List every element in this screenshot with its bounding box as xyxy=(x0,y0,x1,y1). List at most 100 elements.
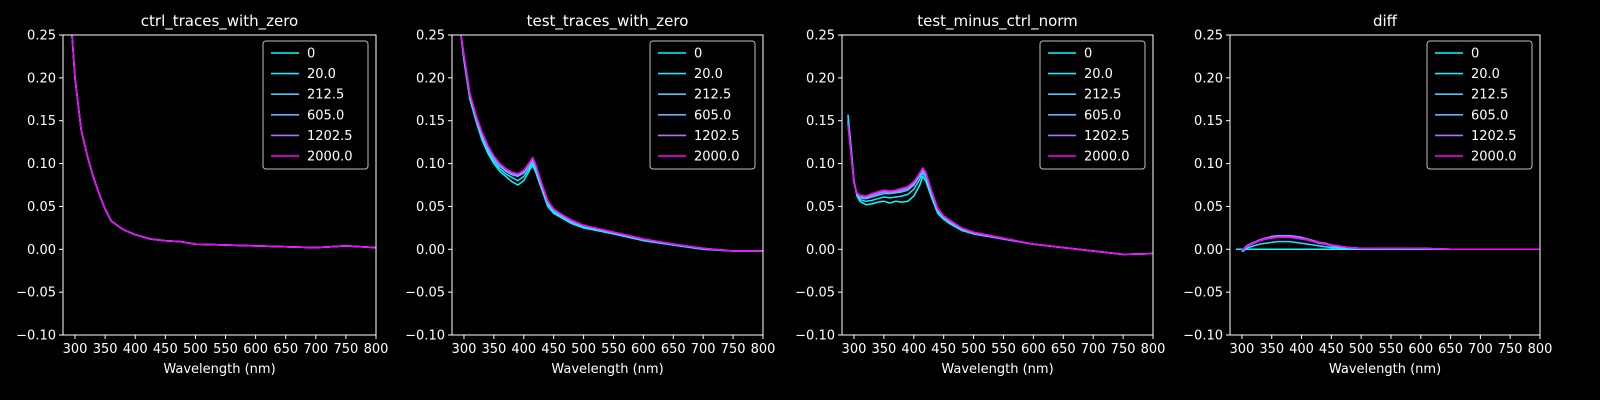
series-group xyxy=(847,114,1153,256)
chart-title: test_minus_ctrl_norm xyxy=(917,12,1078,31)
y-tick-label: 0.00 xyxy=(416,243,445,258)
legend-entry: 2000.0 xyxy=(694,150,740,165)
y-tick-label: 0.10 xyxy=(1194,157,1223,172)
x-tick-label: 600 xyxy=(631,342,656,357)
x-tick-label: 650 xyxy=(661,342,686,357)
y-tick-label: 0.00 xyxy=(27,243,56,258)
x-tick-label: 500 xyxy=(1349,342,1374,357)
y-tick-label: 0.15 xyxy=(416,114,445,129)
y-tick-label: 0.20 xyxy=(1194,71,1223,86)
y-tick-label: −0.05 xyxy=(405,286,445,301)
legend-entry: 212.5 xyxy=(1084,88,1121,103)
x-tick-label: 650 xyxy=(1438,342,1463,357)
x-axis-label: Wavelength (nm) xyxy=(941,362,1053,377)
y-tick-label: −0.05 xyxy=(1183,286,1223,301)
legend-entry: 2000.0 xyxy=(307,150,353,165)
series-line-2000.0 xyxy=(460,35,763,252)
x-tick-label: 600 xyxy=(1408,342,1433,357)
x-tick-label: 400 xyxy=(1289,342,1314,357)
x-tick-label: 550 xyxy=(213,342,238,357)
legend-entry: 605.0 xyxy=(1084,108,1121,123)
legend: 0 20.0 212.5 605.0 1202.5 2000.0 xyxy=(1039,40,1146,170)
series-line-2000.0 xyxy=(847,124,1153,256)
legend: 0 20.0 212.5 605.0 1202.5 2000.0 xyxy=(262,40,369,170)
legend-entry: 605.0 xyxy=(1471,108,1508,123)
axes-frame xyxy=(62,34,377,336)
x-tick-label: 550 xyxy=(1379,342,1404,357)
chart-panel-4: diff 300 350 400 450 500 550 600 650 700 750 800 −0.… xyxy=(1183,12,1552,377)
series-line-0 xyxy=(460,35,763,252)
legend-entry: 605.0 xyxy=(307,108,344,123)
x-tick-label: 400 xyxy=(511,342,536,357)
series-line-2000.0 xyxy=(1241,236,1540,251)
x-tick-label: 300 xyxy=(63,342,88,357)
series-group xyxy=(71,35,376,249)
y-tick-label: −0.05 xyxy=(795,286,835,301)
x-tick-label: 750 xyxy=(333,342,358,357)
x-tick-label: 800 xyxy=(1528,342,1553,357)
x-tick-label: 350 xyxy=(93,342,118,357)
legend-entry: 212.5 xyxy=(694,88,731,103)
x-tick-label: 350 xyxy=(1259,342,1284,357)
legend-entry: 20.0 xyxy=(1471,67,1500,82)
legend-entry: 20.0 xyxy=(1084,67,1113,82)
legend: 0 20.0 212.5 605.0 1202.5 2000.0 xyxy=(1426,40,1533,170)
chart-title: test_traces_with_zero xyxy=(527,12,689,31)
x-tick-label: 300 xyxy=(452,342,477,357)
chart-title: ctrl_traces_with_zero xyxy=(141,12,298,31)
x-tick-label: 550 xyxy=(601,342,626,357)
legend: 0 20.0 212.5 605.0 1202.5 2000.0 xyxy=(649,40,756,170)
y-tick-label: 0.05 xyxy=(1194,200,1223,215)
legend-entry: 0 xyxy=(1084,47,1092,62)
x-tick-label: 750 xyxy=(721,342,746,357)
y-tick-label: −0.10 xyxy=(1183,329,1223,344)
x-tick-label: 450 xyxy=(153,342,178,357)
x-tick-label: 450 xyxy=(541,342,566,357)
legend-entry: 212.5 xyxy=(307,88,344,103)
y-tick-label: −0.10 xyxy=(795,329,835,344)
x-tick-label: 450 xyxy=(1319,342,1344,357)
x-tick-label: 350 xyxy=(871,342,896,357)
y-tick-label: 0.15 xyxy=(27,114,56,129)
series-group xyxy=(1236,234,1540,253)
x-tick-label: 500 xyxy=(571,342,596,357)
legend-entry: 0 xyxy=(1471,47,1479,62)
legend-entry: 20.0 xyxy=(694,67,723,82)
x-axis-label: Wavelength (nm) xyxy=(551,362,663,377)
x-tick-label: 800 xyxy=(751,342,776,357)
y-tick-label: 0.05 xyxy=(416,200,445,215)
legend-entry: 1202.5 xyxy=(307,129,353,144)
x-tick-label: 750 xyxy=(1498,342,1523,357)
y-tick-label: 0.00 xyxy=(806,243,835,258)
x-tick-label: 600 xyxy=(243,342,268,357)
x-tick-label: 450 xyxy=(931,342,956,357)
y-tick-label: 0.25 xyxy=(806,29,835,44)
x-tick-label: 300 xyxy=(842,342,867,357)
legend-entry: 20.0 xyxy=(307,67,336,82)
x-tick-label: 800 xyxy=(364,342,389,357)
y-tick-label: 0.20 xyxy=(416,71,445,86)
x-tick-label: 500 xyxy=(961,342,986,357)
axes-frame xyxy=(1229,34,1541,336)
y-tick-label: −0.05 xyxy=(16,286,56,301)
x-tick-label: 700 xyxy=(1081,342,1106,357)
x-tick-label: 600 xyxy=(1021,342,1046,357)
y-tick-label: 0.00 xyxy=(1194,243,1223,258)
legend-entry: 2000.0 xyxy=(1084,150,1130,165)
x-axis-label: Wavelength (nm) xyxy=(1329,362,1441,377)
axes-frame xyxy=(451,34,764,336)
chart-panel-1: ctrl_traces_with_zero 300 350 400 450 500 550 6… xyxy=(16,12,388,377)
y-tick-label: 0.25 xyxy=(416,29,445,44)
x-tick-label: 700 xyxy=(1468,342,1493,357)
series-group xyxy=(460,35,763,252)
x-axis-label: Wavelength (nm) xyxy=(163,362,275,377)
panels: ctrl_traces_with_zero 300 350 400 450 500 550 6… xyxy=(16,12,1552,377)
y-tick-label: 0.25 xyxy=(27,29,56,44)
y-tick-label: 0.10 xyxy=(27,157,56,172)
y-tick-label: −0.10 xyxy=(405,329,445,344)
legend-entry: 0 xyxy=(307,47,315,62)
x-tick-label: 650 xyxy=(1051,342,1076,357)
x-tick-label: 650 xyxy=(273,342,298,357)
x-tick-label: 700 xyxy=(303,342,328,357)
y-tick-label: 0.05 xyxy=(27,200,56,215)
